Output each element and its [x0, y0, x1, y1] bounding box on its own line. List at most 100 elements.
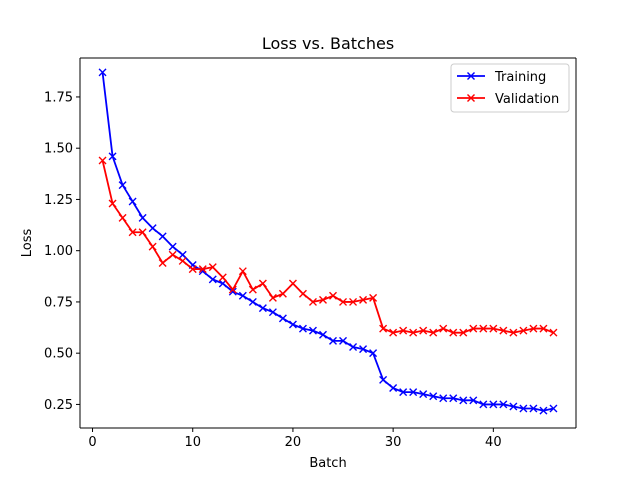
training-point-22-stroke-b: [308, 326, 317, 335]
training-point-15: [238, 291, 247, 300]
validation-point-46: [549, 328, 558, 337]
training-series-line: [101, 72, 554, 412]
validation-point-44-stroke-b: [529, 324, 538, 333]
training-point-33-stroke-b: [419, 390, 428, 399]
validation-point-1: [98, 156, 107, 165]
validation-point-43-stroke-b: [519, 326, 528, 335]
training-point-14: [228, 287, 237, 296]
axes-layer: 0 10 20 30 40 0.25 0.50 0.75 1.00 1.25 1.50 1.75: [44, 57, 577, 450]
training-point-7-stroke-b: [158, 232, 167, 241]
training-point-23: [318, 330, 327, 339]
validation-point-21: [298, 289, 307, 298]
training-point-12-stroke-b: [208, 275, 217, 284]
training-point-18: [268, 308, 277, 317]
validation-point-9: [178, 256, 187, 265]
validation-point-33-stroke-b: [419, 326, 428, 335]
validation-point-38: [469, 324, 478, 333]
x-tick-label-20: 20: [285, 435, 302, 450]
validation-point-22-stroke-b: [308, 297, 317, 306]
training-point-25: [339, 336, 348, 345]
legend-label-training: Training: [494, 70, 546, 85]
validation-point-39-stroke-b: [479, 324, 488, 333]
training-point-42-stroke-b: [509, 402, 518, 411]
validation-point-27-stroke-b: [359, 295, 368, 304]
validation-point-3-stroke-b: [118, 213, 127, 222]
validation-point-37-stroke-b: [459, 328, 468, 337]
validation-point-39: [479, 324, 488, 333]
training-point-24: [329, 336, 338, 345]
validation-point-13: [218, 273, 227, 282]
training-point-30: [389, 384, 398, 393]
training-point-32-stroke-b: [409, 388, 418, 397]
training-point-33: [419, 390, 428, 399]
validation-point-46-stroke-b: [549, 328, 558, 337]
legend-marker-validation-stroke-b: [467, 94, 475, 102]
validation-point-29-stroke-b: [379, 324, 388, 333]
training-point-16-stroke-b: [248, 297, 257, 306]
validation-point-30: [389, 328, 398, 337]
training-point-9-stroke-b: [178, 250, 187, 259]
validation-point-23-stroke-b: [318, 295, 327, 304]
validation-point-16-stroke-b: [248, 285, 257, 294]
training-point-7: [158, 232, 167, 241]
validation-point-15: [238, 267, 247, 276]
validation-point-29: [379, 324, 388, 333]
validation-point-4-stroke-b: [128, 228, 137, 237]
validation-point-7-stroke-b: [158, 258, 167, 267]
training-point-35-stroke-b: [439, 394, 448, 403]
validation-point-41: [499, 326, 508, 335]
series-layer: [98, 68, 558, 415]
validation-point-37: [459, 328, 468, 337]
training-point-46: [549, 404, 558, 413]
legend-marker-validation: [467, 94, 475, 102]
validation-point-30-stroke-b: [389, 328, 398, 337]
training-point-19: [278, 314, 287, 323]
x-axis-label: Batch: [309, 456, 346, 471]
training-point-38-stroke-b: [469, 396, 478, 405]
plot-area: [80, 58, 576, 428]
training-point-8-stroke-b: [168, 242, 177, 251]
training-point-36: [449, 394, 458, 403]
training-point-5-stroke-b: [138, 213, 147, 222]
training-point-3-stroke-b: [118, 181, 127, 190]
y-tick-label-0.75: 0.75: [44, 295, 73, 310]
training-point-19-stroke-b: [278, 314, 287, 323]
validation-point-36-stroke-b: [449, 328, 458, 337]
training-point-20-stroke-b: [288, 320, 297, 329]
validation-point-44: [529, 324, 538, 333]
training-point-4: [128, 197, 137, 206]
training-point-45: [539, 406, 548, 415]
legend-label-validation: Validation: [495, 92, 559, 107]
training-point-4-stroke-b: [128, 197, 137, 206]
y-tick-label-1.50: 1.50: [44, 142, 73, 157]
training-point-6: [148, 224, 157, 233]
validation-point-10-stroke-b: [188, 265, 197, 274]
validation-point-18: [268, 293, 277, 302]
validation-point-21-stroke-b: [298, 289, 307, 298]
training-point-32: [409, 388, 418, 397]
validation-point-2: [108, 199, 117, 208]
validation-point-34-stroke-b: [429, 328, 438, 337]
training-point-29: [379, 375, 388, 384]
y-tick-label-0.25: 0.25: [44, 398, 73, 413]
validation-point-40-stroke-b: [489, 324, 498, 333]
validation-point-20-stroke-b: [288, 279, 297, 288]
training-point-5: [138, 213, 147, 222]
training-point-21: [298, 324, 307, 333]
validation-point-43: [519, 326, 528, 335]
validation-point-28-stroke-b: [369, 293, 378, 302]
training-point-37-stroke-b: [459, 396, 468, 405]
validation-point-35: [439, 324, 448, 333]
validation-point-19-stroke-b: [278, 289, 287, 298]
training-point-1: [98, 68, 107, 77]
validation-point-11-stroke-b: [198, 265, 207, 274]
validation-point-17: [258, 279, 267, 288]
training-point-44-stroke-b: [529, 404, 538, 413]
validation-point-31: [399, 326, 408, 335]
training-point-24-stroke-b: [329, 336, 338, 345]
training-point-20: [288, 320, 297, 329]
training-point-35: [439, 394, 448, 403]
validation-point-14: [228, 285, 237, 294]
validation-point-25: [339, 297, 348, 306]
validation-point-1-stroke-b: [98, 156, 107, 165]
